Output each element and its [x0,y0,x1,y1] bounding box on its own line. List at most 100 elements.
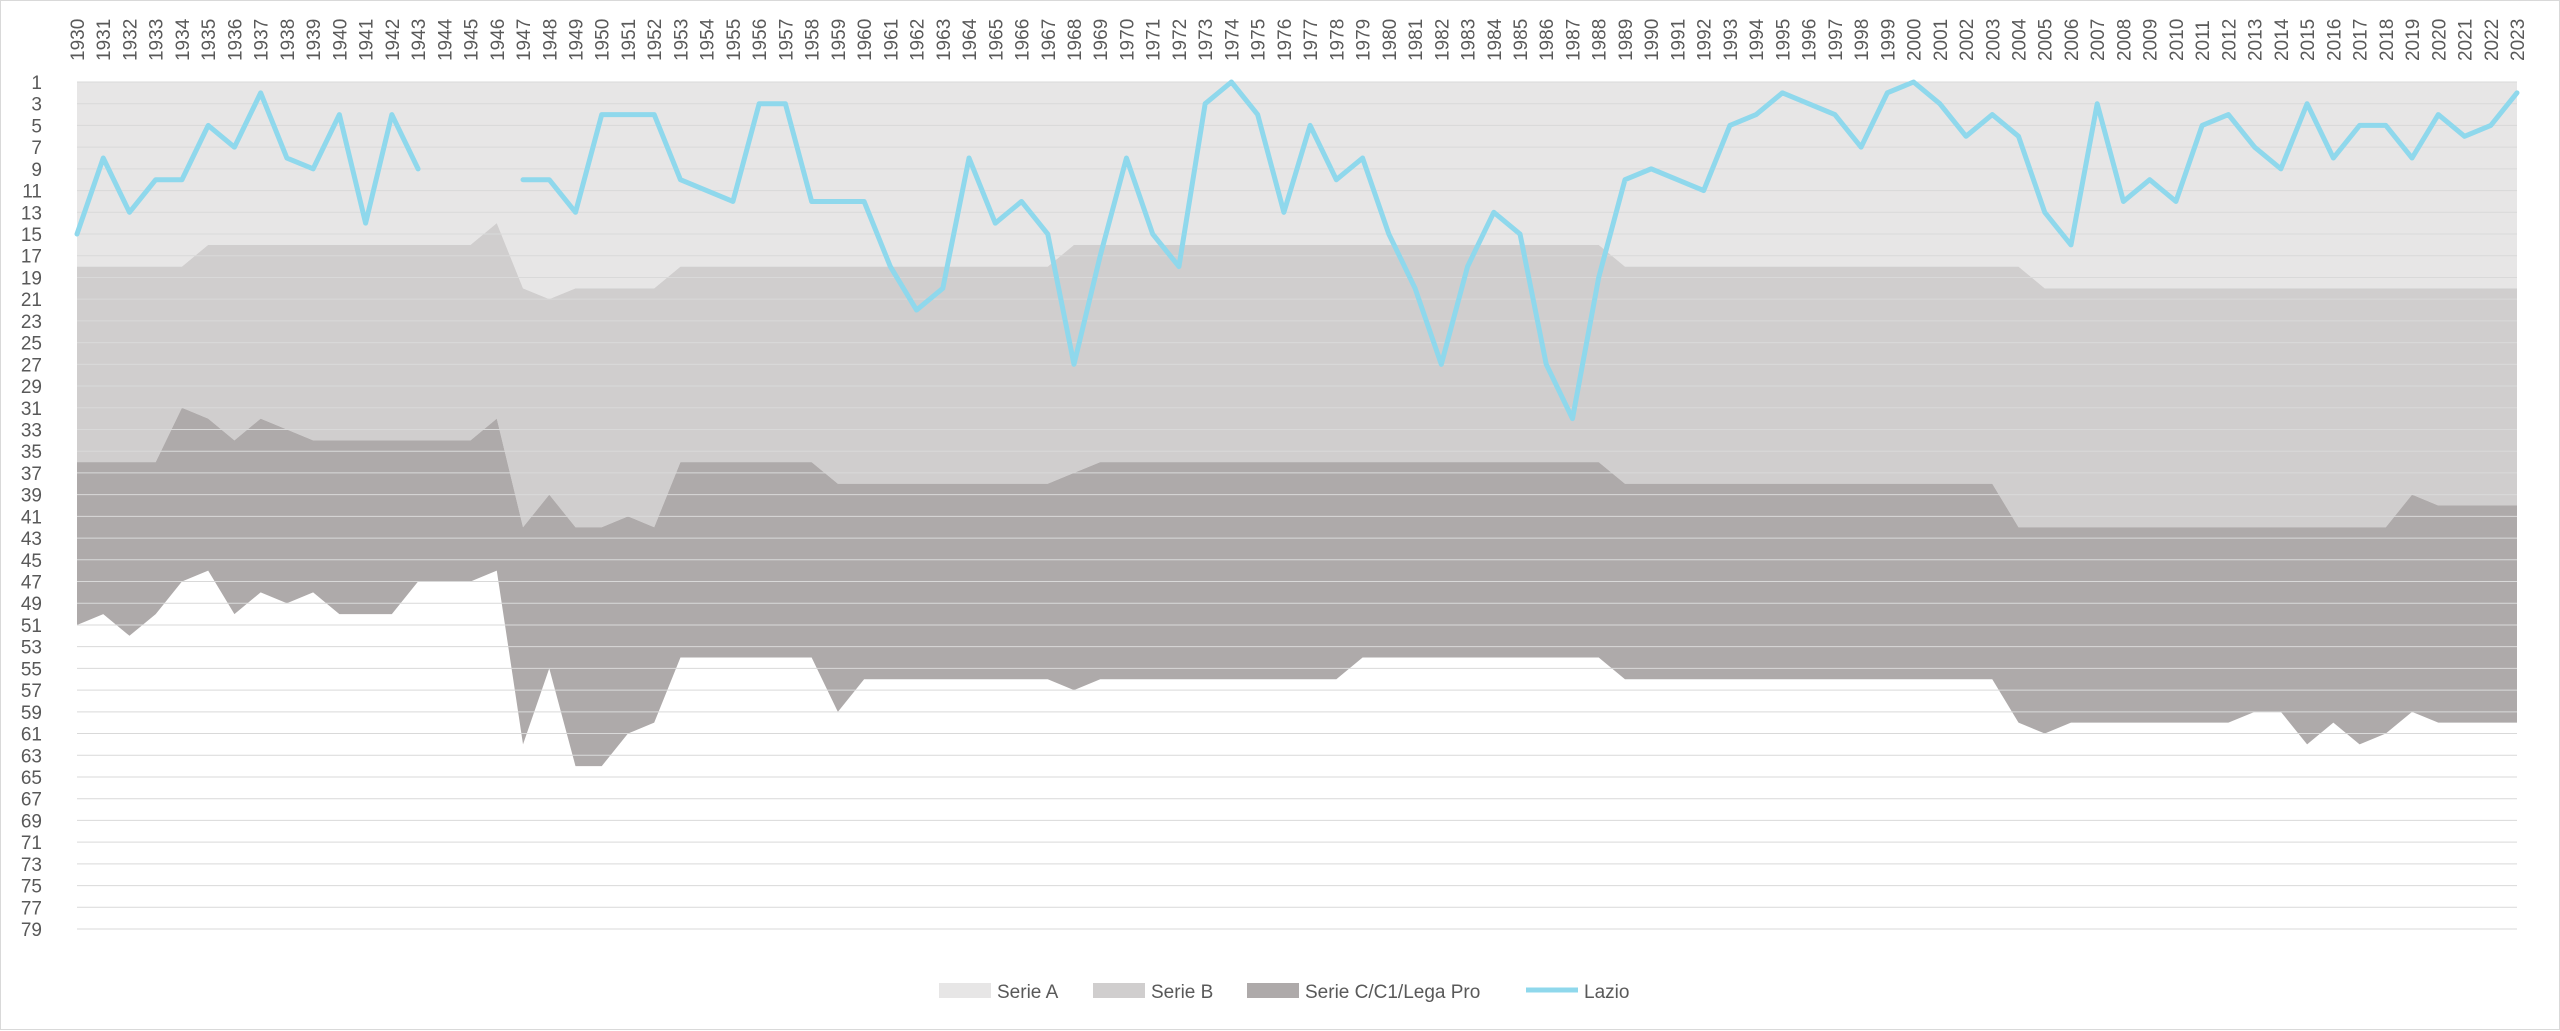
x-tick-label: 1968 [1065,19,1086,61]
y-tick-label: 77 [21,898,42,919]
y-tick-label: 75 [21,877,42,898]
x-tick-label: 1992 [1695,19,1716,61]
x-tick-label: 1997 [1826,19,1847,61]
x-tick-label: 1948 [540,19,561,61]
x-tick-label: 1973 [1196,19,1217,61]
y-tick-label: 61 [21,725,42,746]
y-tick-label: 23 [21,312,42,333]
x-tick-label: 1980 [1380,19,1401,61]
x-tick-label: 1982 [1432,19,1453,61]
y-tick-label: 39 [21,486,42,507]
x-tick-label: 2002 [1957,19,1978,61]
y-tick-label: 63 [21,746,42,767]
y-tick-label: 9 [31,160,42,181]
x-tick-label: 1937 [252,19,273,61]
legend-swatch [939,983,991,998]
y-tick-label: 57 [21,681,42,702]
x-tick-label: 1983 [1459,19,1480,61]
x-tick-label: 2012 [2219,19,2240,61]
legend: Serie A Serie B Serie C/C1/Lega Pro Lazio [939,982,1629,1003]
x-tick-label: 1954 [698,18,719,61]
x-tick-label: 1936 [225,19,246,61]
x-tick-label: 1963 [934,19,955,61]
x-tick-label: 1946 [488,19,509,61]
x-tick-label: 2014 [2272,18,2293,61]
x-tick-label: 1930 [68,19,89,61]
legend-label: Serie C/C1/Lega Pro [1305,982,1480,1003]
y-tick-label: 37 [21,464,42,485]
x-tick-label: 2005 [2036,19,2057,61]
x-tick-label: 2006 [2062,19,2083,61]
legend-label: Serie B [1151,982,1213,1003]
x-tick-label: 1956 [750,19,771,61]
x-tick-label: 1962 [908,19,929,61]
x-tick-label: 1985 [1511,19,1532,61]
y-tick-label: 69 [21,811,42,832]
x-tick-label: 1978 [1327,19,1348,61]
area-serie-c-c1-lega-pro [77,407,2517,767]
y-tick-label: 19 [21,268,42,289]
x-tick-label: 1938 [278,19,299,61]
x-tick-label: 2022 [2482,19,2503,61]
x-tick-label: 1967 [1039,19,1060,61]
x-tick-label: 1944 [435,18,456,61]
x-tick-label: 1958 [803,19,824,61]
x-tick-label: 2008 [2114,19,2135,61]
x-tick-label: 1988 [1590,19,1611,61]
x-tick-label: 2009 [2141,19,2162,61]
x-tick-label: 1999 [1878,19,1899,61]
x-tick-label: 1991 [1668,19,1689,61]
x-tick-label: 1951 [619,19,640,61]
x-tick-label: 1996 [1800,19,1821,61]
x-tick-label: 2019 [2403,19,2424,61]
x-tick-label: 1955 [724,19,745,61]
line-layer [74,79,2520,422]
x-tick-label: 1939 [304,19,325,61]
x-tick-label: 1947 [514,19,535,61]
x-tick-label: 1941 [357,19,378,61]
y-tick-label: 13 [21,203,42,224]
y-tick-label: 79 [21,920,42,941]
x-tick-label: 1971 [1144,19,1165,61]
y-tick-label: 55 [21,659,42,680]
y-tick-label: 65 [21,768,42,789]
x-tick-label: 1994 [1747,18,1768,61]
y-tick-label: 7 [31,138,42,159]
x-tick-label: 1942 [383,19,404,61]
x-tick-label: 1981 [1406,19,1427,61]
x-tick-label: 1964 [960,18,981,61]
x-tick-label: 2020 [2429,19,2450,61]
x-tick-label: 2010 [2167,19,2188,61]
x-tick-label: 1933 [147,19,168,61]
x-tick-label: 2023 [2508,19,2529,61]
x-tick-label: 1975 [1249,19,1270,61]
y-tick-label: 31 [21,399,42,420]
x-tick-label: 1969 [1091,19,1112,61]
x-tick-label: 1979 [1354,19,1375,61]
x-tick-label: 1935 [199,19,220,61]
x-tick-label: 1950 [593,19,614,61]
x-tick-label: 2000 [1905,19,1926,61]
legend-swatch [1247,983,1299,998]
y-tick-label: 43 [21,529,42,550]
gridlines [77,81,2517,930]
y-tick-label: 71 [21,833,42,854]
y-tick-label: 21 [21,290,42,311]
y-tick-label: 17 [21,247,42,268]
x-tick-label: 2018 [2377,19,2398,61]
x-tick-label: 1953 [671,19,692,61]
legend-label: Serie A [997,982,1059,1003]
x-tick-label: 1943 [409,19,430,61]
y-tick-label: 1 [31,73,42,94]
x-tick-label: 1977 [1301,19,1322,61]
x-tick-label: 1974 [1222,18,1243,61]
x-tick-label: 1998 [1852,19,1873,61]
y-tick-label: 47 [21,573,42,594]
x-tick-label: 2015 [2298,19,2319,61]
y-tick-label: 67 [21,790,42,811]
x-tick-label: 1990 [1642,19,1663,61]
y-tick-label: 49 [21,594,42,615]
x-tick-label: 2001 [1931,19,1952,61]
